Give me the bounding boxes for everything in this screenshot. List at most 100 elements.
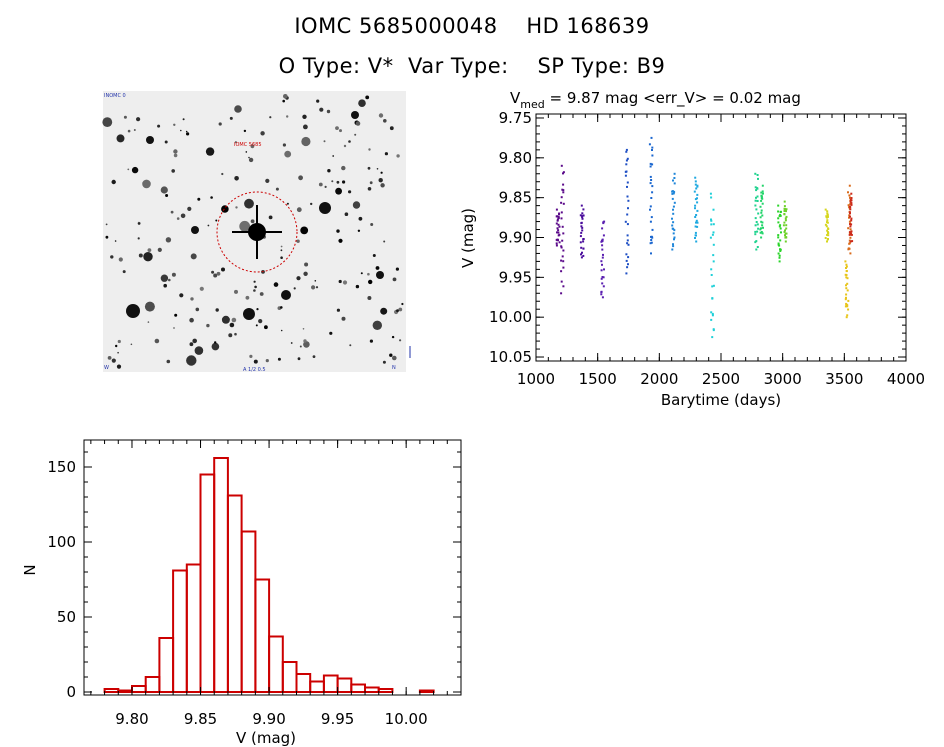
light-curve-point bbox=[673, 229, 676, 232]
histogram-bar bbox=[185, 563, 202, 693]
star-dot bbox=[355, 121, 361, 126]
light-curve-point bbox=[601, 282, 604, 285]
light-curve-point bbox=[846, 277, 849, 280]
star-dot bbox=[142, 179, 151, 189]
light-curve-point bbox=[849, 206, 852, 209]
star-dot bbox=[335, 187, 342, 195]
light-curve-point bbox=[778, 260, 781, 263]
histogram-y-ticks: 0 50 100 150 bbox=[47, 451, 461, 701]
light-curve-point bbox=[651, 228, 654, 231]
star-dot bbox=[297, 357, 301, 361]
light-curve-point bbox=[562, 191, 565, 194]
star-dot bbox=[211, 270, 215, 274]
light-curve-point bbox=[555, 242, 558, 245]
star-dot bbox=[166, 359, 171, 364]
star-dot bbox=[215, 219, 218, 222]
star-dot bbox=[165, 237, 172, 243]
light-curve-point bbox=[650, 179, 653, 181]
histogram-bar bbox=[322, 674, 339, 693]
star-dot bbox=[296, 239, 300, 243]
light-curve-point bbox=[778, 256, 781, 259]
star-dot bbox=[211, 342, 220, 351]
light-curve-point bbox=[754, 230, 757, 233]
light-curve-point bbox=[695, 214, 698, 216]
star-dot bbox=[339, 129, 342, 133]
light-curve-point bbox=[759, 228, 762, 231]
light-curve-point bbox=[625, 170, 628, 173]
star-dot bbox=[335, 126, 339, 130]
star-dot bbox=[300, 226, 309, 235]
light-curve-y-ticks: 9.75 9.80 9.85 9.90 9.95 10.00 10.05 bbox=[489, 109, 906, 366]
star-dot bbox=[189, 342, 194, 347]
star-dot bbox=[370, 223, 374, 226]
light-curve-point bbox=[826, 240, 828, 243]
light-curve-point bbox=[849, 199, 852, 201]
light-curve-point bbox=[849, 240, 852, 243]
star-dot bbox=[127, 168, 130, 171]
light-curve-point bbox=[709, 192, 712, 195]
light-curve-point bbox=[601, 296, 604, 299]
star-dot bbox=[206, 323, 210, 328]
light-curve-point bbox=[625, 253, 628, 256]
light-curve-point bbox=[849, 228, 852, 231]
light-curve-point bbox=[671, 248, 674, 251]
star-dot bbox=[179, 293, 184, 298]
star-dot bbox=[234, 289, 238, 294]
light-curve-point bbox=[672, 192, 675, 195]
light-curve-point bbox=[755, 208, 758, 211]
light-curve-point bbox=[581, 216, 584, 219]
star-dot bbox=[368, 148, 371, 151]
star-dot bbox=[164, 140, 168, 144]
light-curve-point bbox=[761, 202, 764, 205]
light-curve-point bbox=[558, 241, 561, 244]
light-curve-point bbox=[850, 217, 853, 220]
star-dot bbox=[136, 117, 141, 122]
light-curve-point bbox=[650, 241, 653, 244]
star-dot bbox=[138, 253, 143, 258]
light-curve-point bbox=[562, 232, 565, 235]
light-curve-point bbox=[600, 293, 603, 296]
star-dot bbox=[171, 169, 175, 173]
light-curve-point bbox=[760, 220, 763, 223]
light-curve-point bbox=[651, 191, 654, 194]
star-dot bbox=[401, 302, 404, 306]
bright-star bbox=[191, 226, 199, 234]
light-curve-points bbox=[555, 136, 854, 339]
light-curve-point bbox=[824, 208, 827, 211]
light-curve-point bbox=[844, 298, 847, 301]
star-dot bbox=[303, 271, 308, 276]
target-star bbox=[232, 205, 282, 259]
light-curve-y-axis-label: V (mag) bbox=[459, 208, 477, 268]
star-dot bbox=[282, 143, 286, 147]
light-curve-point bbox=[850, 233, 853, 236]
target-aperture-circle bbox=[216, 191, 298, 273]
light-curve-point bbox=[777, 252, 780, 255]
light-curve-point bbox=[560, 270, 563, 273]
star-dot bbox=[250, 144, 255, 149]
star-dot bbox=[170, 210, 174, 214]
x-tick-label: 9.95 bbox=[321, 710, 354, 728]
light-curve-point bbox=[673, 238, 675, 241]
light-curve-point bbox=[711, 285, 714, 288]
light-curve-point bbox=[650, 216, 653, 219]
light-curve-point bbox=[625, 150, 628, 153]
light-curve-x-ticks: 1000 1500 2000 2500 3000 3500 4000 bbox=[517, 114, 925, 388]
bright-star bbox=[351, 111, 359, 119]
light-curve-point bbox=[784, 234, 786, 237]
light-curve-point bbox=[601, 227, 604, 230]
star-dot bbox=[367, 166, 371, 170]
light-curve-point bbox=[627, 256, 630, 259]
x-tick-label: 2500 bbox=[702, 370, 740, 388]
light-curve-point bbox=[562, 171, 565, 174]
light-curve-point bbox=[556, 219, 559, 222]
light-curve-point bbox=[671, 217, 673, 220]
star-dot bbox=[216, 271, 221, 276]
star-dot bbox=[173, 327, 175, 329]
star-dot bbox=[269, 116, 272, 119]
star-dot bbox=[163, 283, 167, 288]
light-curve-point bbox=[848, 194, 851, 197]
star-dot bbox=[221, 172, 224, 176]
light-curve-point bbox=[582, 214, 585, 217]
star-dot bbox=[316, 99, 320, 103]
star-dot bbox=[157, 124, 161, 128]
